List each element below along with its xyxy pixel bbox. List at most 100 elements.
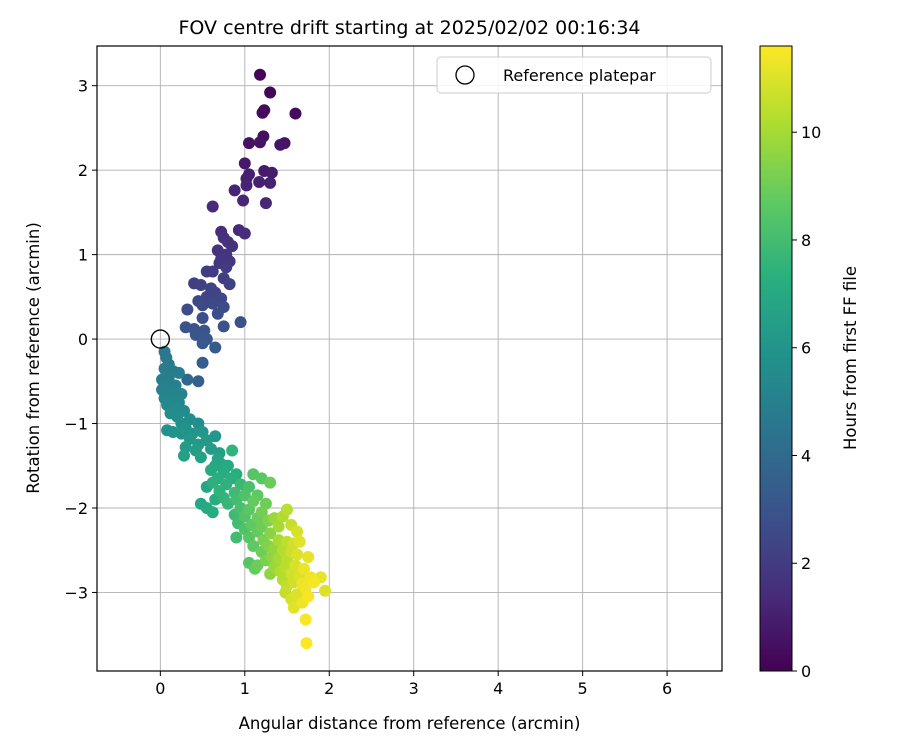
data-point	[247, 495, 260, 508]
data-point	[264, 527, 277, 540]
data-point	[254, 68, 267, 81]
reference-marker	[150, 329, 171, 349]
x-tick-label: 6	[662, 679, 672, 698]
data-point	[254, 136, 267, 149]
grid-lines	[97, 46, 722, 671]
data-point	[291, 525, 304, 538]
data-point	[181, 303, 194, 316]
data-point	[211, 307, 224, 320]
data-point	[172, 366, 185, 379]
colorbar-tick-label: 8	[801, 231, 811, 250]
data-point	[291, 548, 304, 561]
colorbar-tick-label: 2	[801, 554, 811, 573]
colorbar-tick-label: 10	[801, 123, 821, 142]
data-point	[217, 320, 230, 333]
data-point	[196, 299, 209, 312]
legend: Reference platepar	[436, 56, 712, 94]
data-point	[243, 137, 256, 150]
data-point	[255, 506, 268, 519]
data-point	[265, 166, 278, 179]
legend-entry-reference: Reference platepar	[503, 66, 656, 85]
y-tick-label: −3	[64, 583, 88, 602]
data-point	[256, 106, 269, 119]
data-point	[281, 503, 294, 516]
data-point	[206, 200, 219, 213]
data-point	[196, 337, 209, 350]
data-point	[308, 576, 321, 589]
data-point	[302, 590, 315, 603]
reference-point-marker	[150, 329, 171, 349]
data-point	[297, 562, 310, 575]
legend-box	[436, 56, 712, 94]
y-tick-label: −1	[64, 415, 88, 434]
data-point	[192, 375, 205, 388]
colorbar-tick-label: 4	[801, 446, 811, 465]
legend-marker-icon	[455, 65, 475, 85]
data-point	[205, 463, 218, 476]
data-point	[264, 86, 277, 99]
y-tick-label: 3	[78, 77, 88, 96]
data-point	[259, 197, 272, 210]
data-point	[206, 297, 219, 310]
x-tick-label: 1	[240, 679, 250, 698]
data-point	[206, 506, 219, 519]
data-point	[293, 535, 306, 548]
y-axis-ticks: −3 −2 −1 0 1 2 3	[64, 77, 97, 602]
colorbar: 0 2 4 6 8 10 Hours from first FF file	[759, 45, 860, 681]
y-tick-label: −2	[64, 499, 88, 518]
x-tick-label: 5	[578, 679, 588, 698]
colorbar-label: Hours from first FF file	[841, 266, 860, 450]
data-point	[223, 278, 236, 291]
data-point	[237, 194, 250, 207]
data-point	[274, 138, 287, 151]
x-tick-label: 4	[493, 679, 503, 698]
data-point	[226, 444, 239, 457]
data-point	[300, 637, 313, 650]
y-axis-label: Rotation from reference (arcmin)	[24, 222, 43, 494]
data-point	[264, 176, 277, 189]
data-point	[230, 531, 243, 544]
colorbar-gradient	[759, 45, 793, 672]
data-point	[189, 328, 202, 341]
chart-title: FOV centre drift starting at 2025/02/02 …	[178, 17, 640, 39]
data-point	[238, 227, 251, 240]
data-point	[272, 520, 285, 533]
data-point	[200, 265, 213, 278]
data-point	[177, 449, 190, 462]
data-point	[234, 316, 247, 329]
colorbar-ticks: 0 2 4 6 8 10	[792, 123, 821, 681]
data-point	[226, 240, 239, 253]
data-point	[264, 476, 277, 489]
data-point	[228, 184, 241, 197]
y-tick-label: 0	[78, 330, 88, 349]
data-point	[196, 356, 209, 369]
data-point	[299, 613, 312, 626]
x-tick-label: 0	[155, 679, 165, 698]
colorbar-tick-label: 0	[801, 662, 811, 681]
colorbar-tick-label: 6	[801, 339, 811, 358]
data-point	[194, 279, 207, 292]
data-point	[181, 373, 194, 386]
data-point	[247, 540, 260, 552]
data-point	[302, 550, 315, 563]
y-tick-label: 1	[78, 246, 88, 265]
data-point	[209, 341, 222, 354]
x-axis-ticks: 0 1 2 3 4 5 6	[155, 671, 672, 698]
data-point	[238, 157, 251, 170]
data-point	[319, 584, 332, 597]
plot-frame	[96, 45, 723, 672]
data-point	[289, 107, 302, 120]
data-point	[206, 476, 219, 489]
data-point	[240, 179, 253, 192]
data-point	[253, 175, 266, 188]
data-point	[196, 311, 209, 324]
x-tick-label: 3	[409, 679, 419, 698]
x-tick-label: 2	[324, 679, 334, 698]
data-points	[156, 68, 332, 650]
x-axis-label: Angular distance from reference (arcmin)	[239, 714, 581, 733]
data-point	[194, 451, 207, 464]
data-point	[220, 261, 233, 274]
data-point	[238, 489, 251, 502]
y-tick-label: 2	[78, 161, 88, 180]
